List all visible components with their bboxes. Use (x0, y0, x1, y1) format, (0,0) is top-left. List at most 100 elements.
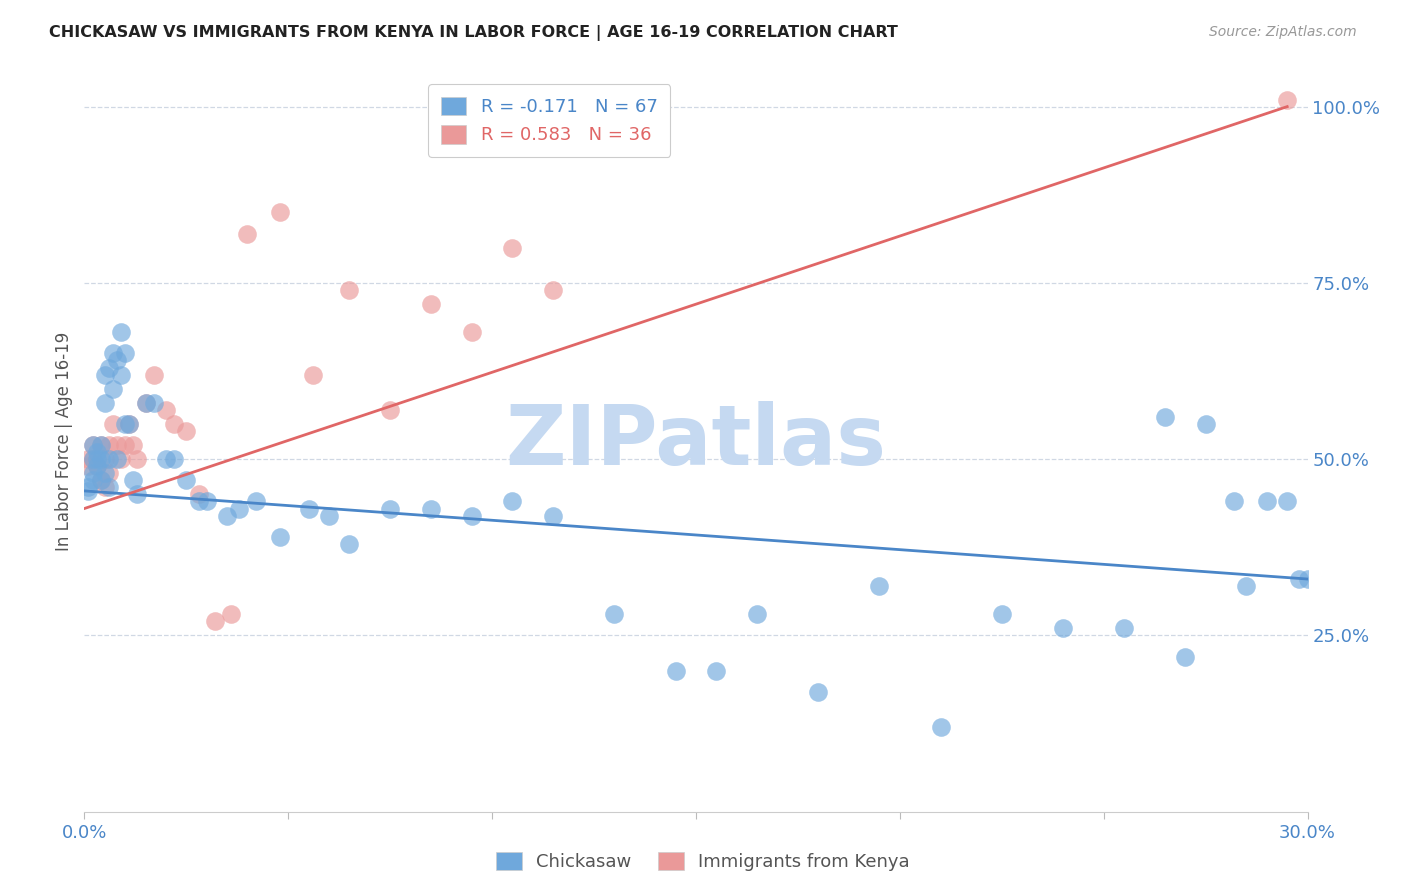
Point (135, 396, 157, 410)
Point (82, 467, 104, 481)
Point (339, 537, 361, 551)
Point (155, 402, 177, 417)
Point (90, 473, 112, 487)
Point (93, 467, 115, 481)
Point (1174, 649, 1197, 664)
Point (187, 494, 209, 508)
Point (90, 473, 112, 487)
Point (142, 368, 165, 382)
Point (97, 360, 120, 375)
Point (236, 227, 259, 241)
Point (82, 473, 104, 487)
Point (142, 396, 165, 410)
Point (1277, 494, 1299, 508)
Point (90, 452, 112, 467)
Point (1223, 494, 1246, 508)
Point (97, 452, 120, 467)
Point (93, 452, 115, 467)
Point (163, 417, 186, 431)
Point (502, 494, 524, 508)
Point (747, 607, 769, 622)
Point (665, 664, 688, 678)
Point (461, 508, 484, 523)
Point (105, 353, 128, 368)
Point (298, 501, 321, 516)
Point (93, 480, 115, 494)
Point (174, 424, 197, 438)
Point (219, 607, 242, 622)
Point (122, 438, 145, 452)
Y-axis label: In Labor Force | Age 16-19: In Labor Force | Age 16-19 (55, 332, 73, 551)
Point (77, 483, 100, 498)
Point (90, 438, 112, 452)
Text: CHICKASAW VS IMMIGRANTS FROM KENYA IN LABOR FORCE | AGE 16-19 CORRELATION CHART: CHICKASAW VS IMMIGRANTS FROM KENYA IN LA… (49, 25, 898, 41)
Point (543, 508, 565, 523)
Point (90, 438, 112, 452)
Point (101, 417, 124, 431)
Point (269, 530, 291, 544)
Point (1236, 579, 1258, 593)
Point (163, 452, 186, 467)
Point (1114, 621, 1136, 635)
Point (101, 346, 124, 360)
Point (110, 325, 132, 339)
Point (77, 459, 100, 474)
Point (97, 467, 120, 481)
Point (380, 402, 402, 417)
Point (77, 452, 100, 467)
Point (543, 283, 565, 297)
Point (105, 452, 128, 467)
Point (110, 368, 132, 382)
Point (114, 417, 136, 431)
Point (135, 396, 157, 410)
Point (97, 438, 120, 452)
Text: ZIPatlas: ZIPatlas (506, 401, 886, 482)
Point (318, 508, 340, 523)
Point (339, 283, 361, 297)
Point (97, 480, 120, 494)
Point (217, 508, 239, 523)
Point (807, 685, 830, 699)
Point (228, 501, 250, 516)
Point (1296, 572, 1319, 586)
Point (174, 473, 197, 487)
Point (93, 368, 115, 382)
Point (380, 501, 402, 516)
Point (1277, 93, 1299, 107)
Point (706, 664, 728, 678)
Point (869, 579, 891, 593)
Point (1052, 621, 1074, 635)
Point (603, 607, 626, 622)
Point (77, 480, 100, 494)
Point (1256, 494, 1278, 508)
Point (502, 241, 524, 255)
Point (420, 297, 443, 311)
Point (269, 205, 291, 219)
Point (114, 346, 136, 360)
Point (245, 494, 267, 508)
Point (187, 487, 209, 501)
Point (82, 438, 104, 452)
Point (110, 452, 132, 467)
Point (155, 452, 177, 467)
Point (204, 615, 226, 629)
Point (86, 459, 108, 474)
Legend: R = -0.171   N = 67, R = 0.583   N = 36: R = -0.171 N = 67, R = 0.583 N = 36 (429, 84, 671, 157)
Point (461, 325, 484, 339)
Text: Source: ZipAtlas.com: Source: ZipAtlas.com (1209, 25, 1357, 39)
Point (420, 501, 443, 516)
Point (82, 452, 104, 467)
Point (991, 607, 1014, 622)
Point (118, 417, 141, 431)
Point (82, 452, 104, 467)
Point (1195, 417, 1218, 431)
Point (1288, 572, 1310, 586)
Point (118, 417, 141, 431)
Point (93, 396, 115, 410)
Point (86, 452, 108, 467)
Legend: Chickasaw, Immigrants from Kenya: Chickasaw, Immigrants from Kenya (489, 845, 917, 879)
Point (86, 459, 108, 474)
Point (195, 494, 218, 508)
Point (101, 382, 124, 396)
Point (127, 487, 149, 501)
